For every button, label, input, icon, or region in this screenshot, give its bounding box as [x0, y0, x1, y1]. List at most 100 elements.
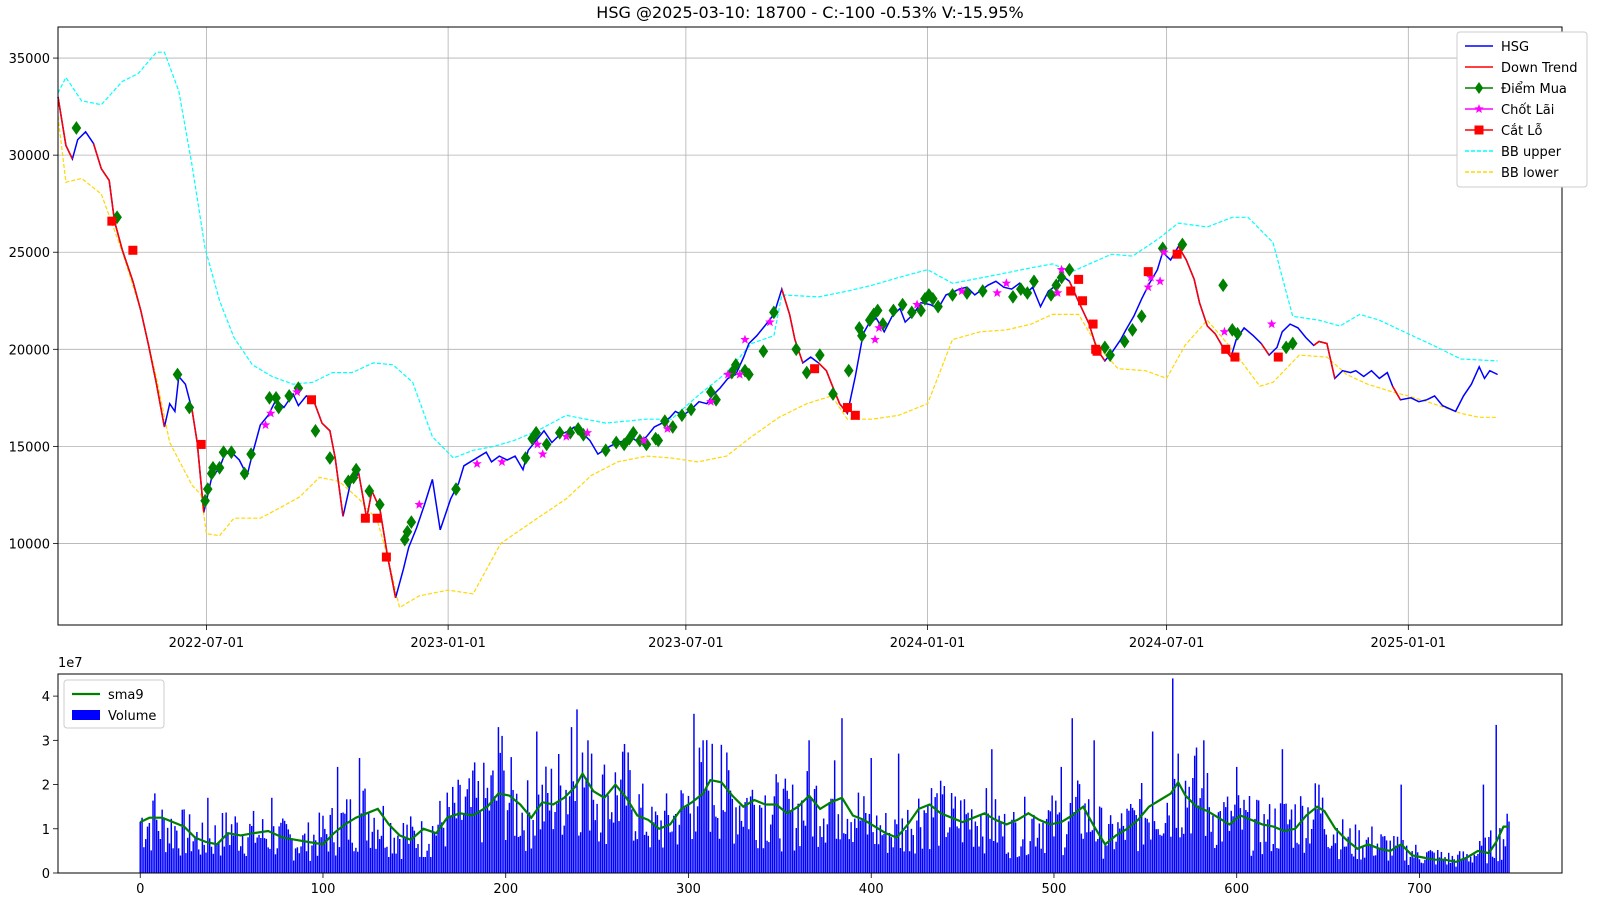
buy-point-marker: [226, 445, 237, 460]
volume-bar: [1243, 799, 1245, 873]
volume-bar: [660, 820, 662, 873]
stop-loss-marker: [360, 513, 370, 523]
volume-bar: [682, 793, 684, 873]
volume-bar: [1345, 846, 1348, 873]
volume-bar: [475, 797, 478, 873]
volume-bar: [1314, 783, 1317, 873]
volume-bar: [464, 796, 467, 873]
volume-bar: [618, 821, 620, 873]
volume-bar: [208, 838, 211, 873]
volume-bar: [1087, 799, 1090, 873]
volume-bar: [1201, 788, 1203, 873]
volume-bar: [289, 834, 291, 873]
volume-bar: [391, 853, 394, 873]
volume-bar: [855, 828, 858, 873]
volume-bar: [1276, 848, 1278, 873]
volume-bar: [1013, 812, 1015, 873]
volume-bar: [1424, 859, 1426, 873]
volume-bar: [795, 828, 798, 873]
volume-bar: [375, 848, 377, 873]
volume-bar: [185, 853, 187, 873]
volume-bar: [351, 842, 353, 873]
take-profit-marker: [735, 369, 745, 379]
volume-bar: [243, 853, 246, 873]
legend-swatch-volume: [72, 710, 100, 720]
volume-bar: [1210, 831, 1212, 873]
volume-bar: [945, 837, 947, 873]
buy-point-marker: [520, 451, 531, 465]
volume-bar: [1477, 853, 1479, 873]
volume-bar: [252, 810, 255, 873]
volume-bar: [556, 803, 558, 873]
volume-bar: [1215, 844, 1218, 873]
volume-bar: [488, 810, 491, 873]
volume-bar: [1204, 835, 1207, 873]
volume-bar: [1462, 851, 1465, 873]
volume-bar: [939, 780, 942, 873]
volume-bar: [1108, 824, 1110, 873]
volume-bar: [711, 743, 713, 873]
volume-bar: [579, 832, 582, 873]
volume-bar: [479, 812, 481, 873]
volume-bar: [1111, 823, 1114, 873]
buy-point-marker: [611, 435, 622, 450]
volume-bar: [353, 851, 355, 873]
volume-bar: [965, 814, 967, 873]
volume-bar: [139, 821, 141, 873]
volume-bar: [620, 779, 622, 873]
volume-bar: [810, 798, 812, 873]
take-profit-marker: [1219, 326, 1230, 336]
volume-bar: [1182, 833, 1185, 873]
volume-bar: [1044, 853, 1046, 873]
volume-bar: [1380, 834, 1382, 873]
price-y-tick-label: 30000: [9, 149, 50, 164]
volume-bar: [1440, 851, 1443, 873]
volume-bar: [207, 797, 209, 873]
volume-bar: [1234, 804, 1236, 873]
volume-bar: [978, 846, 980, 873]
volume-bar: [1385, 840, 1388, 873]
buy-point-marker: [1218, 278, 1228, 293]
volume-bar: [1109, 815, 1112, 873]
volume-bar: [1446, 864, 1448, 873]
volume-bar: [897, 753, 900, 873]
volume-bar: [1309, 843, 1311, 873]
volume-bar: [698, 747, 701, 873]
volume-bar: [552, 829, 554, 873]
price-x-tick-label: 2023-01-01: [410, 636, 486, 651]
volume-bar: [585, 777, 587, 873]
volume-bar: [267, 847, 269, 873]
volume-bar: [1396, 836, 1399, 873]
volume-bar: [468, 778, 470, 873]
volume-bar: [610, 812, 613, 873]
volume-bar: [1115, 841, 1117, 873]
volume-bar: [1480, 845, 1483, 873]
volume-bar: [519, 835, 522, 873]
volume-bar: [1389, 840, 1391, 873]
volume-bar: [621, 751, 624, 873]
volume-bar: [1457, 854, 1459, 873]
volume-bar: [1499, 828, 1501, 873]
volume-bar: [1164, 823, 1167, 873]
volume-bar: [1411, 851, 1413, 873]
volume-bar: [1133, 810, 1136, 873]
volume-bar: [1206, 773, 1209, 873]
buy-point-marker: [977, 284, 988, 298]
volume-bar: [846, 818, 849, 873]
volume-bar: [1166, 802, 1168, 873]
volume-bar: [676, 844, 679, 873]
volume-bar: [238, 850, 240, 873]
volume-bar: [1199, 798, 1201, 873]
volume-bar: [236, 822, 238, 873]
buy-point-marker: [1177, 237, 1188, 252]
volume-bar: [822, 818, 825, 873]
volume-bar: [923, 810, 925, 873]
volume-bar: [1433, 852, 1435, 873]
volume-bar: [1312, 819, 1315, 873]
volume-bar: [170, 818, 173, 873]
volume-bar: [769, 824, 772, 873]
take-profit-marker: [957, 286, 967, 296]
take-profit-marker: [472, 458, 482, 468]
legend-label: BB upper: [1501, 145, 1562, 160]
